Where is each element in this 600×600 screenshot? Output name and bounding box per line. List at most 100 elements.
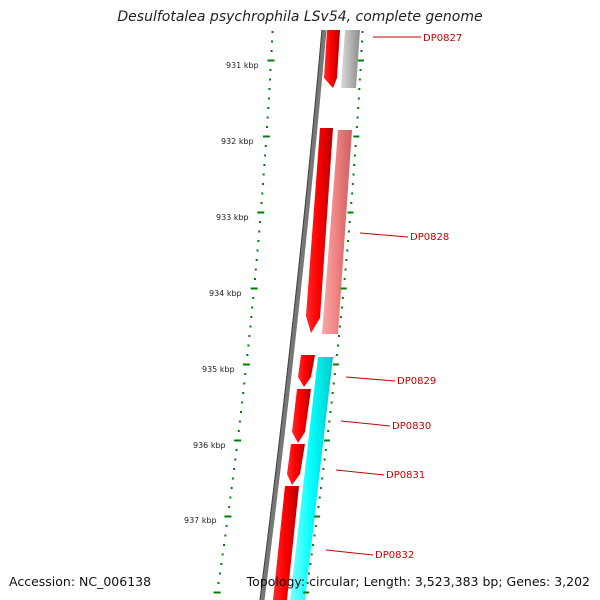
- scale-tick-minor: [330, 401, 333, 404]
- scale-tick-minor: [356, 116, 359, 119]
- scale-tick-minor: [243, 382, 246, 385]
- scale-tick-minor: [220, 563, 223, 565]
- scale-tick-minor: [240, 411, 242, 413]
- scale-tick-major: [353, 135, 360, 138]
- scale-tick-minor: [266, 116, 269, 119]
- scale-tick-minor: [260, 202, 263, 204]
- scale-tick-minor: [341, 297, 344, 299]
- scale-tick-minor: [229, 496, 232, 499]
- scale-tick-minor: [269, 78, 271, 81]
- scale-tick-major: [303, 591, 310, 594]
- scale-tick-minor: [225, 525, 228, 527]
- scale-tick-minor: [338, 325, 341, 328]
- scale-tick-minor: [261, 192, 264, 195]
- gene-label-dp0828[interactable]: DP0828: [410, 232, 449, 243]
- scale-tick-minor: [268, 88, 271, 90]
- leader-dp0828: [359, 232, 409, 238]
- scale-tick-minor: [271, 31, 274, 33]
- cds-arrow-dp0830[interactable]: [292, 389, 311, 443]
- cds-arrow-dp0831[interactable]: [287, 444, 305, 485]
- scale-tick-minor: [345, 259, 348, 261]
- scale-tick-minor: [350, 202, 353, 204]
- scale-tick-minor: [347, 240, 350, 242]
- scale-tick-minor: [347, 230, 350, 233]
- genome-backbone: [259, 29, 327, 600]
- gene-label-dp0832[interactable]: DP0832: [375, 550, 414, 561]
- scale-tick-minor: [328, 420, 331, 423]
- gene-label-dp0831[interactable]: DP0831: [386, 470, 425, 481]
- scale-tick-minor: [266, 126, 268, 128]
- scale-tick-minor: [267, 107, 270, 109]
- map-title: Desulfotalea psychrophila LSv54, complet…: [117, 9, 483, 25]
- gene-label-dp0829[interactable]: DP0829: [397, 376, 436, 387]
- scale-tick-major: [213, 591, 221, 594]
- scale-tick-minor: [358, 78, 361, 81]
- scale-tick-minor: [230, 487, 233, 489]
- scale-tick-minor: [322, 468, 325, 470]
- gene-label-dp0830[interactable]: DP0830: [392, 421, 431, 432]
- scale-tick-minor: [270, 50, 273, 52]
- scale-tick-minor: [238, 420, 241, 423]
- scale-tick-minor: [329, 411, 332, 413]
- scale-tick-minor: [355, 126, 358, 128]
- kbp-label: 936 kbp: [193, 441, 226, 450]
- cds-arrow-dp0832[interactable]: [273, 486, 299, 600]
- scale-tick-minor: [242, 392, 245, 394]
- scale-tick-minor: [249, 325, 252, 328]
- scale-tick-minor: [264, 154, 267, 157]
- scale-tick-minor: [248, 335, 251, 337]
- scale-tick-minor: [361, 40, 363, 43]
- kbp-label: 931 kbp: [226, 61, 259, 70]
- scale-tick-minor: [228, 506, 231, 508]
- scale-tick-minor: [318, 496, 321, 499]
- scale-tick-minor: [224, 534, 227, 537]
- scale-tick-minor: [264, 145, 267, 147]
- scale-tick-major: [234, 439, 242, 442]
- homolog-band-pink[interactable]: [322, 130, 352, 334]
- scale-tick-minor: [332, 382, 335, 385]
- scale-tick-minor: [262, 183, 264, 185]
- leader-dp0831: [335, 469, 385, 476]
- gene-leaders: [325, 36, 421, 556]
- scale-tick-major: [250, 287, 258, 290]
- scale-tick-minor: [244, 373, 247, 375]
- scale-tick-minor: [271, 40, 273, 43]
- scale-tick-minor: [343, 278, 346, 280]
- scale-tick-minor: [333, 373, 336, 375]
- scale-tick-major: [324, 439, 330, 442]
- kbp-label: 935 kbp: [202, 365, 235, 374]
- cds-arrows[interactable]: [273, 30, 340, 600]
- scale-tick-major: [332, 363, 339, 366]
- scale-tick-minor: [255, 259, 258, 261]
- cds-arrow-dp0827[interactable]: [324, 30, 340, 88]
- kbp-labels: 931 kbp 932 kbp 933 kbp 934 kbp 935 kbp …: [184, 61, 259, 525]
- gene-labels: DP0827 DP0828 DP0829 DP0830 DP0831 DP083…: [375, 33, 462, 561]
- scale-tick-minor: [306, 582, 309, 584]
- scale-tick-minor: [357, 107, 360, 109]
- kbp-label: 937 kbp: [184, 516, 217, 525]
- homolog-band-cyan[interactable]: [290, 357, 333, 600]
- scale-tick-minor: [218, 572, 221, 575]
- cds-arrow-dp0829[interactable]: [298, 355, 315, 387]
- scale-tick-minor: [313, 534, 316, 537]
- leader-dp0832: [325, 549, 374, 556]
- scale-tick-minor: [314, 525, 317, 527]
- homolog-band-grey[interactable]: [341, 30, 360, 88]
- scale-tick-minor: [351, 192, 354, 195]
- gene-label-dp0827[interactable]: DP0827: [423, 33, 462, 44]
- scale-tick-minor: [269, 69, 272, 71]
- scale-tick-minor: [259, 221, 261, 223]
- scale-tick-minor: [217, 582, 220, 584]
- scale-tick-minor: [263, 164, 266, 166]
- scale-tick-minor: [348, 221, 351, 223]
- scale-tick-minor: [250, 316, 253, 318]
- scale-tick-minor: [267, 97, 270, 100]
- genome-backbone-edge: [259, 29, 323, 600]
- scale-tick-major: [262, 135, 270, 138]
- accession-text: Accession: NC_006138: [9, 574, 152, 589]
- scale-tick-major: [358, 59, 364, 62]
- cds-arrow-dp0828[interactable]: [306, 128, 333, 333]
- scale-tick-minor: [247, 344, 250, 347]
- scale-tick-minor: [337, 344, 339, 347]
